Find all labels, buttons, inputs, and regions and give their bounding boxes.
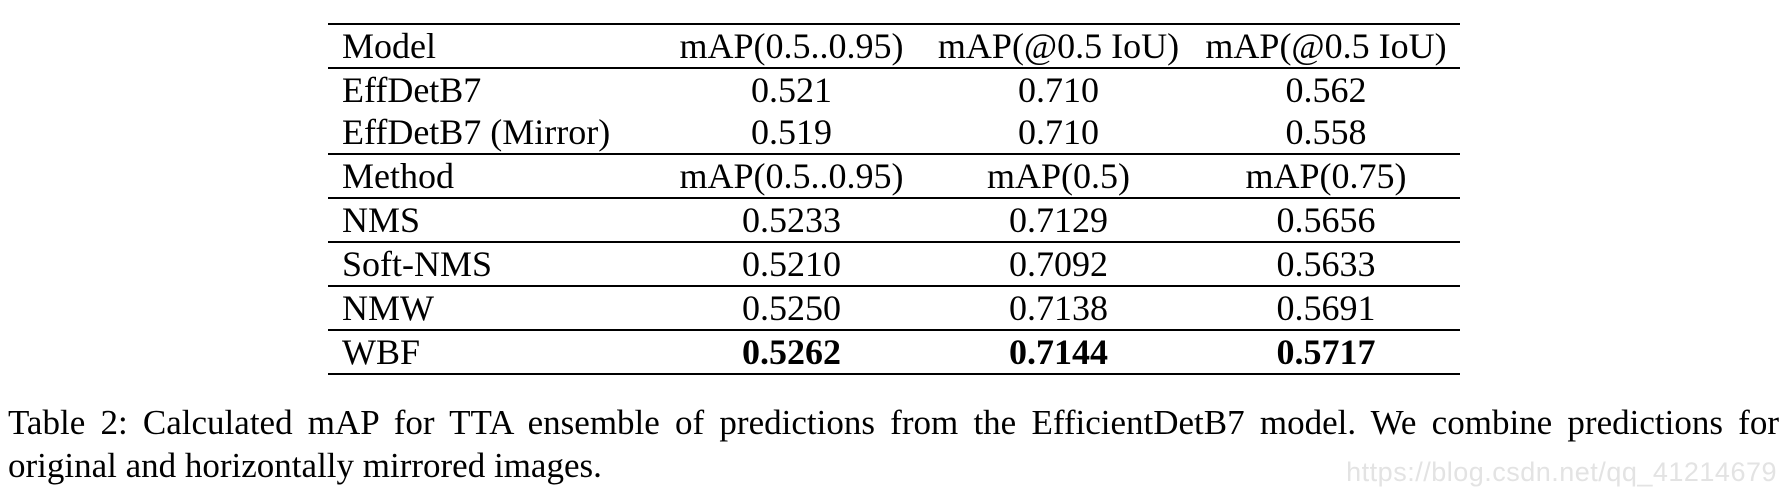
column-header: Model <box>328 24 658 69</box>
table-row-effdetb7: EffDetB7 0.521 0.710 0.562 <box>328 68 1460 111</box>
column-header: Method <box>328 154 658 199</box>
metric-value: 0.7138 <box>925 286 1192 331</box>
table-row-soft-nms: Soft-NMS 0.5210 0.7092 0.5633 <box>328 242 1460 287</box>
table-row-effdetb7-mirror: EffDetB7 (Mirror) 0.519 0.710 0.558 <box>328 111 1460 155</box>
metric-value: 0.7092 <box>925 242 1192 287</box>
metric-value: 0.5691 <box>1192 286 1460 331</box>
model-header-row: Model mAP(0.5..0.95) mAP(@0.5 IoU) mAP(@… <box>328 24 1460 69</box>
metric-value: 0.5233 <box>658 198 925 243</box>
metric-value: 0.5250 <box>658 286 925 331</box>
table-caption: Table 2: Calculated mAP for TTA ensemble… <box>8 401 1779 487</box>
metric-value: 0.7129 <box>925 198 1192 243</box>
table-caption-line-2: original and horizontally mirrored image… <box>8 446 602 485</box>
table-row-nmw: NMW 0.5250 0.7138 0.5691 <box>328 286 1460 331</box>
metric-value: 0.710 <box>925 111 1192 155</box>
metric-value: 0.5633 <box>1192 242 1460 287</box>
row-label: EffDetB7 (Mirror) <box>328 111 658 155</box>
column-header: mAP(@0.5 IoU) <box>1192 24 1460 69</box>
metric-value: 0.710 <box>1018 70 1099 110</box>
metric-value: 0.5717 <box>1192 330 1460 375</box>
table-row-wbf: WBF 0.5262 0.7144 0.5717 <box>328 330 1460 375</box>
metric-value: 0.519 <box>658 111 925 155</box>
metric-value: 0.521 <box>751 70 832 110</box>
metric-value: 0.5210 <box>658 242 925 287</box>
column-header: mAP(@0.5 IoU) <box>925 24 1192 69</box>
column-header: mAP(0.5..0.95) <box>658 154 925 199</box>
row-label: NMS <box>328 198 658 243</box>
column-header: mAP(0.75) <box>1192 154 1460 199</box>
table-caption-line-1: Table 2: Calculated mAP for TTA ensemble… <box>8 403 1779 442</box>
row-label: Soft-NMS <box>328 242 658 287</box>
row-label: EffDetB7 <box>342 70 482 110</box>
column-header: mAP(0.5..0.95) <box>658 24 925 69</box>
metric-value: 0.5656 <box>1192 198 1460 243</box>
metric-value: 0.7144 <box>925 330 1192 375</box>
metric-value: 0.558 <box>1192 111 1460 155</box>
table-row-nms: NMS 0.5233 0.7129 0.5656 <box>328 198 1460 243</box>
metric-value: 0.5262 <box>658 330 925 375</box>
results-table: Model mAP(0.5..0.95) mAP(@0.5 IoU) mAP(@… <box>328 23 1460 375</box>
row-label: NMW <box>328 286 658 331</box>
watermark-url: https://blog.csdn.net/qq_41214679 <box>1346 457 1777 487</box>
method-header-row: Method mAP(0.5..0.95) mAP(0.5) mAP(0.75) <box>328 154 1460 199</box>
metric-value: 0.562 <box>1285 70 1367 110</box>
column-header: mAP(0.5) <box>925 154 1192 199</box>
row-label: WBF <box>328 330 658 375</box>
